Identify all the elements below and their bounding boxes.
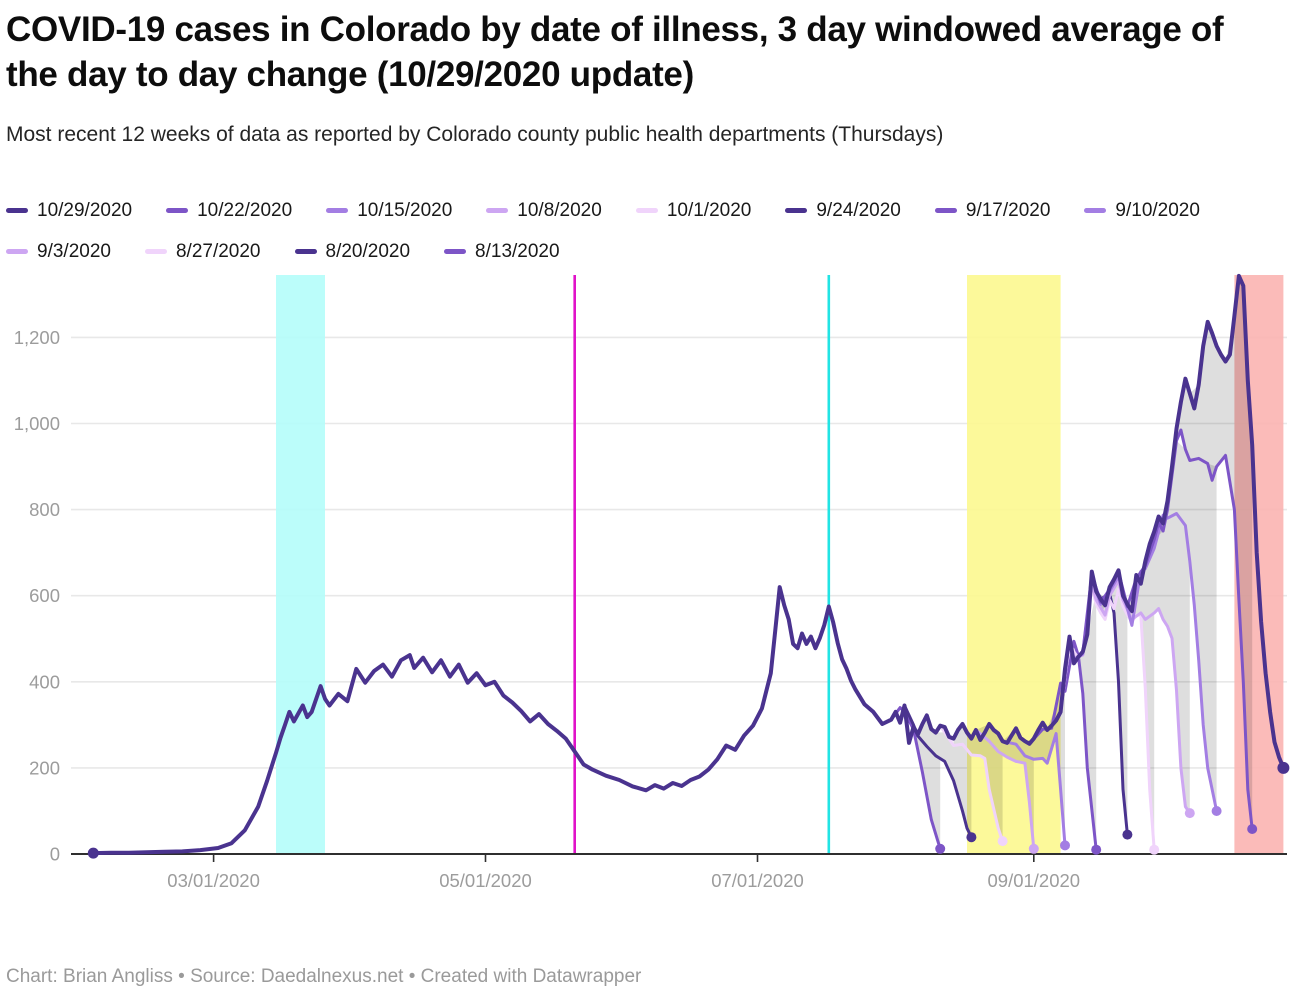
series-end-dot [935,843,946,854]
legend-item-10-29-2020: 10/29/2020 [6,200,132,222]
legend-item-9-17-2020: 9/17/2020 [934,199,1051,222]
legend-swatch-icon [635,208,658,214]
legend-swatch-icon [785,208,808,214]
x-tick-label: 09/01/2020 [988,870,1081,891]
legend-item-10-1-2020: 10/1/2020 [635,199,752,222]
legend-swatch-icon [6,208,28,214]
series-end-dot [966,831,977,842]
series-end-dot [1277,761,1290,774]
legend-item-8-13-2020: 8/13/2020 [444,241,560,263]
legend-label: 8/27/2020 [175,240,261,262]
chart-footer: Chart: Brian Angliss • Source: Daedalnex… [6,966,642,987]
y-tick-label: 400 [29,671,60,692]
legend-label: 10/1/2020 [666,199,752,221]
series-end-dot [1149,844,1160,855]
x-tick-label: 05/01/2020 [439,870,532,891]
legend-item-10-22-2020: 10/22/2020 [166,200,292,222]
series-start-dot [87,847,99,859]
legend-item-8-27-2020: 8/27/2020 [144,240,261,263]
legend-label: 10/22/2020 [197,199,293,221]
series-line-9-10-2020[interactable] [91,585,1067,855]
y-tick-label: 0 [50,843,60,864]
legend-swatch-icon [444,249,467,255]
series-end-dot [997,835,1008,846]
series-end-dot [1091,844,1102,855]
y-tick-label: 200 [29,757,60,778]
legend-swatch-icon [144,249,167,255]
legend-swatch-icon [934,208,957,214]
series-end-dot [1211,805,1222,816]
legend: 10/29/2020 10/22/2020 10/15/2020 10/8/2020 1… [6,200,1292,263]
legend-label: 8/13/2020 [475,240,560,262]
legend-label: 9/3/2020 [37,240,111,262]
chart-svg[interactable]: 0 200 400 600 800 1,000 1,200 03/01/2020 05/01/2… [6,268,1300,928]
legend-item-8-20-2020: 8/20/2020 [294,240,411,263]
legend-item-9-3-2020: 9/3/2020 [6,241,111,263]
revision-area [1176,275,1253,829]
legend-label: 9/17/2020 [965,199,1051,221]
series-end-dot [1184,807,1195,818]
revision-area [1060,590,1097,850]
legend-item-10-15-2020: 10/15/2020 [326,200,452,222]
revision-area [1127,440,1217,811]
series-line-8-13-2020[interactable] [91,585,942,855]
y-tick-label: 600 [29,585,60,606]
legend-label: 9/24/2020 [816,199,901,221]
legend-swatch-icon [166,208,189,214]
legend-swatch-icon [1084,208,1107,214]
series-end-dot [1122,829,1133,840]
y-tick-label: 1,200 [14,326,60,347]
legend-label: 8/20/2020 [325,240,411,262]
chart-title: COVID-19 cases in Colorado by date of il… [6,10,1224,94]
legend-swatch-icon [486,208,509,214]
revision-area [953,723,1003,841]
revision-area [1096,513,1190,813]
chart-subtitle: Most recent 12 weeks of data as reported… [6,122,944,146]
legend-item-10-8-2020: 10/8/2020 [486,200,602,222]
y-tick-label: 800 [29,499,60,520]
legend-swatch-icon [6,249,28,255]
legend-swatch-icon [294,249,317,255]
legend-label: 10/15/2020 [357,199,453,221]
series-end-dot [1060,839,1070,850]
series-line-9-17-2020[interactable] [91,585,1098,855]
y-tick-label: 1,000 [14,413,60,434]
legend-item-9-24-2020: 9/24/2020 [785,200,901,222]
legend-swatch-icon [326,208,349,214]
legend-label: 10/29/2020 [37,199,133,221]
legend-label: 10/8/2020 [517,199,602,221]
revision-area [1002,682,1065,845]
legend-item-9-10-2020: 9/10/2020 [1084,200,1200,222]
series-end-dot [1247,823,1258,834]
x-tick-label: 03/01/2020 [167,870,260,891]
series-line-8-27-2020[interactable] [91,585,1005,855]
highlight-band [276,274,325,854]
series-line-10-29-2020[interactable] [91,273,1286,855]
highlight-band [967,274,1061,854]
series-line-10-22-2020[interactable] [91,428,1254,855]
revision-area [975,723,1034,849]
series-end-dot [1028,843,1039,854]
x-tick-label: 07/01/2020 [711,870,804,891]
legend-label: 9/10/2020 [1115,199,1200,221]
